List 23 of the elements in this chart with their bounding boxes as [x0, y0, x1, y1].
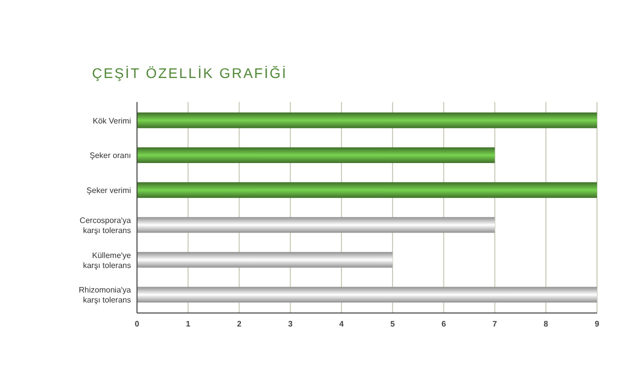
- x-tick-label: 5: [390, 320, 396, 329]
- chart-title: ÇEŞİT ÖZELLİK GRAFİĞİ: [92, 65, 288, 81]
- bar: [137, 217, 495, 233]
- x-tick-label: 6: [441, 320, 446, 329]
- bar: [137, 286, 597, 303]
- x-tick-label: 9: [594, 320, 600, 329]
- x-tick-label: 7: [492, 320, 498, 329]
- bar: [137, 252, 393, 268]
- x-tick-label: 8: [544, 320, 549, 329]
- y-tick-label: Şeker oranı: [90, 151, 131, 160]
- y-tick-label: Kök Verimi: [92, 116, 132, 126]
- y-tick-label: Rhizomonia'ya karşı tolerans: [78, 286, 132, 305]
- bar: [137, 147, 495, 164]
- y-tick-label: Külleme'ye karşı tolerans: [82, 250, 132, 270]
- x-tick-label: 1: [186, 320, 191, 329]
- y-tick-label: Şeker verimi: [86, 186, 132, 196]
- x-tick-label: 3: [288, 320, 294, 329]
- y-tick-label: Cercospora'ya karşı tolerans: [80, 216, 132, 235]
- x-tick-label: 2: [236, 320, 242, 329]
- bar: [137, 182, 597, 198]
- x-tick-label: 0: [134, 320, 140, 329]
- x-tick-label: 4: [339, 320, 344, 329]
- bar: [137, 112, 597, 128]
